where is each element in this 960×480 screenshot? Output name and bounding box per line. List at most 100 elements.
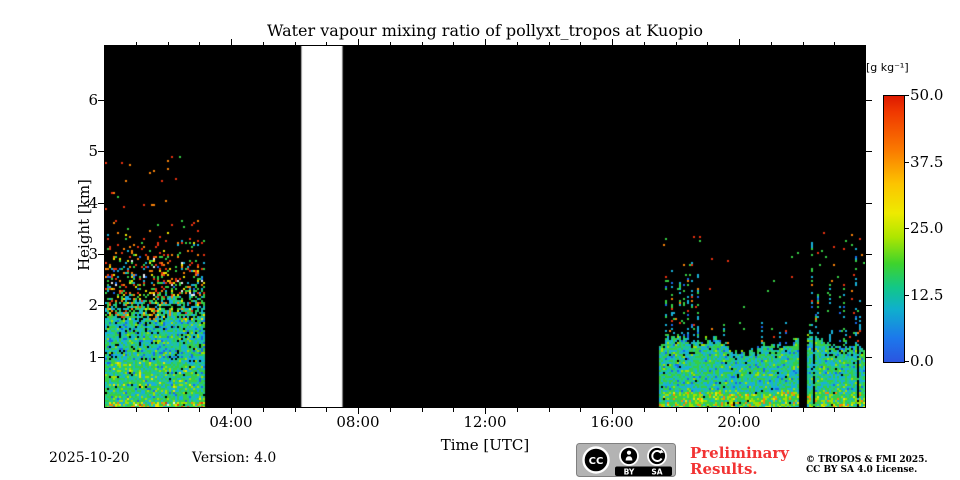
x-tick — [453, 41, 455, 45]
y-tick-label: 4 — [88, 193, 98, 212]
colorbar — [883, 95, 905, 363]
x-tick — [135, 408, 137, 412]
svg-text:SA: SA — [651, 467, 662, 476]
x-tick — [326, 408, 328, 412]
plot-title: Water vapour mixing ratio of pollyxt_tro… — [267, 21, 703, 40]
x-tick — [707, 408, 709, 412]
colorbar-tick — [905, 361, 909, 362]
y-tick — [98, 151, 104, 153]
cc-icon: CC — [582, 446, 610, 474]
x-tick — [739, 408, 740, 414]
y-tick — [98, 202, 104, 204]
y-tick — [866, 253, 872, 255]
preliminary-results-note: Preliminary Results. — [690, 445, 789, 477]
y-tick-label: 6 — [88, 90, 98, 109]
version-label: Version: 4.0 — [192, 450, 277, 466]
measurement-date: 2025-10-20 — [49, 450, 130, 466]
x-tick — [294, 41, 296, 45]
x-tick — [453, 408, 455, 412]
y-tick-label: 2 — [88, 296, 98, 315]
x-tick — [167, 408, 169, 412]
x-tick — [485, 408, 486, 414]
y-tick-label: 1 — [88, 347, 98, 366]
copyright-line2: CC BY SA 4.0 License. — [806, 465, 918, 475]
x-tick — [421, 408, 423, 412]
x-tick — [739, 39, 740, 45]
x-tick — [675, 408, 677, 412]
x-tick — [548, 408, 550, 412]
x-tick — [262, 41, 264, 45]
x-tick-label: 04:00 — [209, 413, 253, 431]
y-tick — [98, 253, 104, 255]
colorbar-tick-label: 0.0 — [910, 352, 934, 370]
x-tick — [802, 408, 804, 412]
x-tick — [802, 41, 804, 45]
copyright-note: © TROPOS & FMI 2025. CC BY SA 4.0 Licens… — [806, 455, 928, 475]
x-tick — [834, 408, 836, 412]
x-tick — [707, 41, 709, 45]
y-tick-label: 3 — [88, 244, 98, 263]
x-tick — [770, 408, 772, 412]
y-axis-label: Height [km] — [75, 179, 93, 271]
x-tick-label: 08:00 — [336, 413, 380, 431]
x-tick — [516, 408, 518, 412]
x-tick — [516, 41, 518, 45]
x-tick — [421, 41, 423, 45]
x-tick — [580, 408, 582, 412]
x-tick — [326, 41, 328, 45]
preliminary-line1: Preliminary — [690, 444, 789, 462]
x-tick — [358, 408, 359, 414]
by-person-icon — [619, 446, 639, 466]
y-tick — [866, 99, 872, 101]
copyright-line1: © TROPOS & FMI 2025. — [806, 455, 928, 465]
x-tick-label: 20:00 — [717, 413, 761, 431]
y-tick — [98, 356, 104, 358]
x-tick — [834, 41, 836, 45]
x-tick — [389, 408, 391, 412]
sa-share-alike-icon — [647, 446, 667, 466]
x-tick — [389, 41, 391, 45]
y-tick — [866, 305, 872, 307]
x-tick — [231, 39, 232, 45]
x-tick — [643, 408, 645, 412]
x-axis-label: Time [UTC] — [440, 436, 530, 454]
svg-text:BY: BY — [624, 467, 635, 476]
heatmap-plot — [104, 45, 866, 408]
x-tick — [294, 408, 296, 412]
x-tick — [231, 408, 232, 414]
colorbar-tick — [905, 228, 909, 229]
x-tick — [199, 408, 201, 412]
colorbar-unit-label: [g kg⁻¹] — [866, 61, 909, 74]
x-tick — [199, 41, 201, 45]
x-tick-label: 12:00 — [463, 413, 507, 431]
x-tick-label: 16:00 — [590, 413, 634, 431]
y-tick-label: 5 — [88, 142, 98, 161]
colorbar-tick-label: 12.5 — [910, 285, 944, 304]
x-tick — [358, 39, 359, 45]
colorbar-tick — [905, 161, 909, 163]
colorbar-tick-label: 50.0 — [910, 86, 944, 104]
x-tick — [548, 41, 550, 45]
y-tick — [98, 99, 104, 101]
x-tick — [643, 41, 645, 45]
preliminary-line2: Results. — [690, 460, 758, 478]
heatmap-canvas — [105, 46, 865, 407]
svg-text:CC: CC — [589, 456, 604, 467]
colorbar-tick-label: 25.0 — [910, 219, 944, 237]
x-tick — [485, 39, 486, 45]
x-tick — [580, 41, 582, 45]
x-tick — [135, 41, 137, 45]
x-tick — [770, 41, 772, 45]
colorbar-tick — [905, 294, 909, 296]
colorbar-tick-label: 37.5 — [910, 152, 944, 171]
y-tick — [866, 151, 872, 153]
cc-by-sa-badge: CC BY SA — [576, 443, 676, 477]
x-tick — [167, 41, 169, 45]
y-tick — [98, 305, 104, 307]
x-tick — [675, 41, 677, 45]
x-tick — [262, 408, 264, 412]
x-tick — [612, 39, 613, 45]
x-tick — [612, 408, 613, 414]
y-tick — [866, 356, 872, 358]
